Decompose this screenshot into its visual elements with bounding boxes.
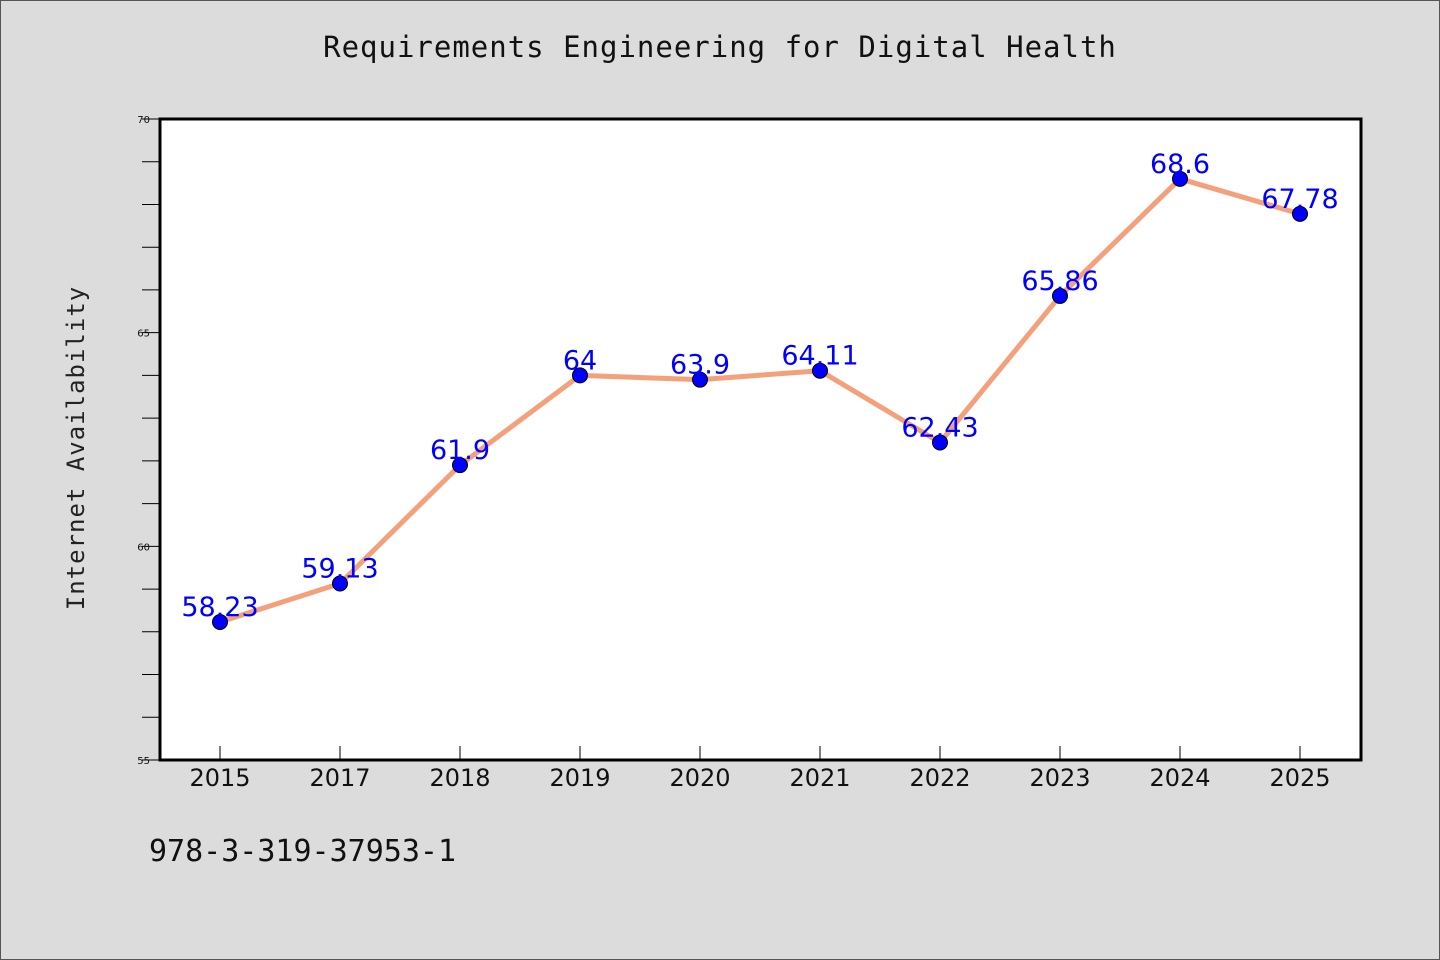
data-label: 59.13 bbox=[301, 554, 378, 585]
data-point bbox=[212, 613, 228, 630]
data-label: 65.86 bbox=[1021, 266, 1098, 297]
x-tick-label: 2015 bbox=[189, 764, 250, 792]
data-label: 67.78 bbox=[1261, 184, 1338, 215]
y-tick-label: 70 bbox=[137, 115, 150, 126]
x-tick-label: 2025 bbox=[1269, 764, 1330, 792]
data-point bbox=[1052, 287, 1068, 304]
data-point bbox=[932, 434, 948, 451]
data-label: 68.6 bbox=[1150, 149, 1210, 180]
data-label: 62.43 bbox=[901, 412, 978, 443]
data-label: 58.23 bbox=[181, 592, 258, 623]
data-label: 64.11 bbox=[781, 341, 858, 372]
plot-area bbox=[160, 119, 1361, 760]
x-tick-label: 2022 bbox=[909, 764, 970, 792]
series-line bbox=[217, 176, 1303, 625]
chart-title: Requirements Engineering for Digital Hea… bbox=[323, 30, 1117, 64]
plot-border bbox=[158, 117, 1363, 762]
y-tick-label: 65 bbox=[137, 329, 150, 340]
x-tick-label: 2020 bbox=[669, 764, 730, 792]
x-tick-label: 2018 bbox=[429, 764, 490, 792]
series-points-group bbox=[212, 170, 1308, 630]
x-tick-label: 2019 bbox=[549, 764, 610, 792]
data-point bbox=[332, 575, 348, 592]
series-line-group bbox=[217, 176, 1303, 625]
data-label: 63.9 bbox=[670, 350, 730, 381]
x-axis-ticks: 2015 2017 2018 2019 2020 2021 2022 2023 2024 2025 bbox=[189, 746, 1331, 792]
data-point bbox=[692, 371, 708, 388]
data-point bbox=[572, 367, 588, 384]
data-point bbox=[1292, 205, 1308, 222]
data-label: 64 bbox=[563, 345, 597, 376]
data-point bbox=[452, 457, 468, 474]
x-tick-label: 2024 bbox=[1149, 764, 1210, 792]
y-tick-label: 55 bbox=[137, 756, 150, 767]
y-axis-ticks: 55 60 65 70 bbox=[137, 115, 160, 767]
x-tick-label: 2023 bbox=[1029, 764, 1090, 792]
y-tick-label: 60 bbox=[137, 542, 150, 553]
x-tick-label: 2017 bbox=[309, 764, 370, 792]
data-point bbox=[1172, 170, 1188, 187]
x-tick-label: 2021 bbox=[789, 764, 850, 792]
data-labels-group: 58.23 59.13 61.9 64 63.9 64.11 62.43 65.86 68.6 6… bbox=[181, 149, 1338, 623]
data-label: 61.9 bbox=[430, 435, 490, 466]
data-point bbox=[812, 362, 828, 379]
isbn-text: 978-3-319-37953-1 bbox=[149, 834, 457, 869]
